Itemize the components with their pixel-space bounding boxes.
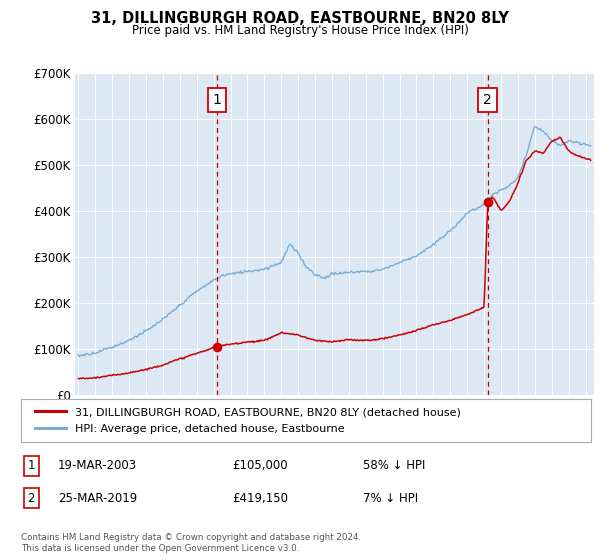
Text: 31, DILLINGBURGH ROAD, EASTBOURNE, BN20 8LY: 31, DILLINGBURGH ROAD, EASTBOURNE, BN20 … <box>91 11 509 26</box>
Text: Price paid vs. HM Land Registry's House Price Index (HPI): Price paid vs. HM Land Registry's House … <box>131 24 469 36</box>
Text: 1: 1 <box>213 93 221 107</box>
Text: 1: 1 <box>28 459 35 473</box>
Text: £419,150: £419,150 <box>232 492 288 505</box>
Text: £105,000: £105,000 <box>232 459 287 473</box>
Text: 7% ↓ HPI: 7% ↓ HPI <box>363 492 418 505</box>
Legend: 31, DILLINGBURGH ROAD, EASTBOURNE, BN20 8LY (detached house), HPI: Average price: 31, DILLINGBURGH ROAD, EASTBOURNE, BN20 … <box>29 402 466 440</box>
Text: 58% ↓ HPI: 58% ↓ HPI <box>363 459 425 473</box>
Text: Contains HM Land Registry data © Crown copyright and database right 2024.
This d: Contains HM Land Registry data © Crown c… <box>21 533 361 553</box>
Text: 2: 2 <box>483 93 492 107</box>
Text: 2: 2 <box>28 492 35 505</box>
Text: 19-MAR-2003: 19-MAR-2003 <box>58 459 137 473</box>
Text: 25-MAR-2019: 25-MAR-2019 <box>58 492 137 505</box>
